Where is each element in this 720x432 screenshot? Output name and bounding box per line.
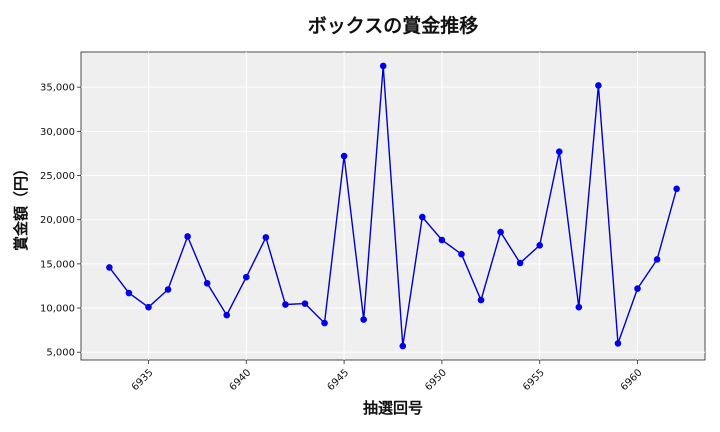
x-axis-label: 抽選回号 xyxy=(363,399,423,417)
x-tick-label: 6950 xyxy=(423,367,449,393)
x-axis-ticks: 6935 6940 6945 6950 6955 6960 xyxy=(130,360,645,393)
data-point xyxy=(536,242,544,249)
data-points xyxy=(106,62,680,350)
y-axis-label: 賞金額（円） xyxy=(12,161,30,251)
data-point xyxy=(360,316,367,323)
data-point xyxy=(145,303,152,311)
y-tick-label: 5,000 xyxy=(46,348,75,359)
data-point xyxy=(555,148,563,155)
data-point xyxy=(321,319,328,327)
y-tick-label: 20,000 xyxy=(40,215,75,226)
data-point xyxy=(595,82,602,89)
data-point xyxy=(164,286,172,293)
x-tick-label: 6940 xyxy=(228,367,254,393)
y-tick-label: 10,000 xyxy=(40,304,75,315)
y-axis-ticks: 5,000 10,000 15,000 20,000 25,000 30,000 35,00… xyxy=(40,83,81,359)
data-point xyxy=(477,296,485,304)
data-point xyxy=(203,280,211,287)
y-tick-label: 35,000 xyxy=(40,83,75,94)
series-line xyxy=(108,65,678,347)
x-tick-label: 6955 xyxy=(521,367,547,393)
x-tick-label: 6935 xyxy=(130,367,156,393)
data-point xyxy=(399,342,407,350)
data-point xyxy=(458,250,465,258)
data-point xyxy=(419,213,426,221)
y-tick-label: 30,000 xyxy=(40,127,75,138)
data-point xyxy=(575,303,583,311)
data-point xyxy=(438,236,446,244)
data-point xyxy=(379,62,387,70)
data-point xyxy=(340,152,348,160)
data-point xyxy=(614,340,622,347)
data-point xyxy=(673,185,680,193)
data-point xyxy=(262,234,270,241)
data-point xyxy=(516,259,524,267)
data-point xyxy=(223,311,231,319)
data-point xyxy=(634,285,641,292)
data-point xyxy=(497,228,504,236)
x-tick-label: 6945 xyxy=(325,367,351,393)
data-point xyxy=(242,273,250,281)
data-point xyxy=(301,300,309,307)
chart-title: ボックスの賞金推移 xyxy=(308,14,478,37)
data-point xyxy=(184,233,191,240)
data-point xyxy=(125,289,133,297)
y-tick-label: 25,000 xyxy=(40,171,75,182)
data-point xyxy=(282,301,289,308)
x-tick-label: 6960 xyxy=(619,367,645,393)
data-point xyxy=(106,264,113,271)
y-tick-label: 15,000 xyxy=(40,259,75,270)
data-point xyxy=(653,256,661,263)
